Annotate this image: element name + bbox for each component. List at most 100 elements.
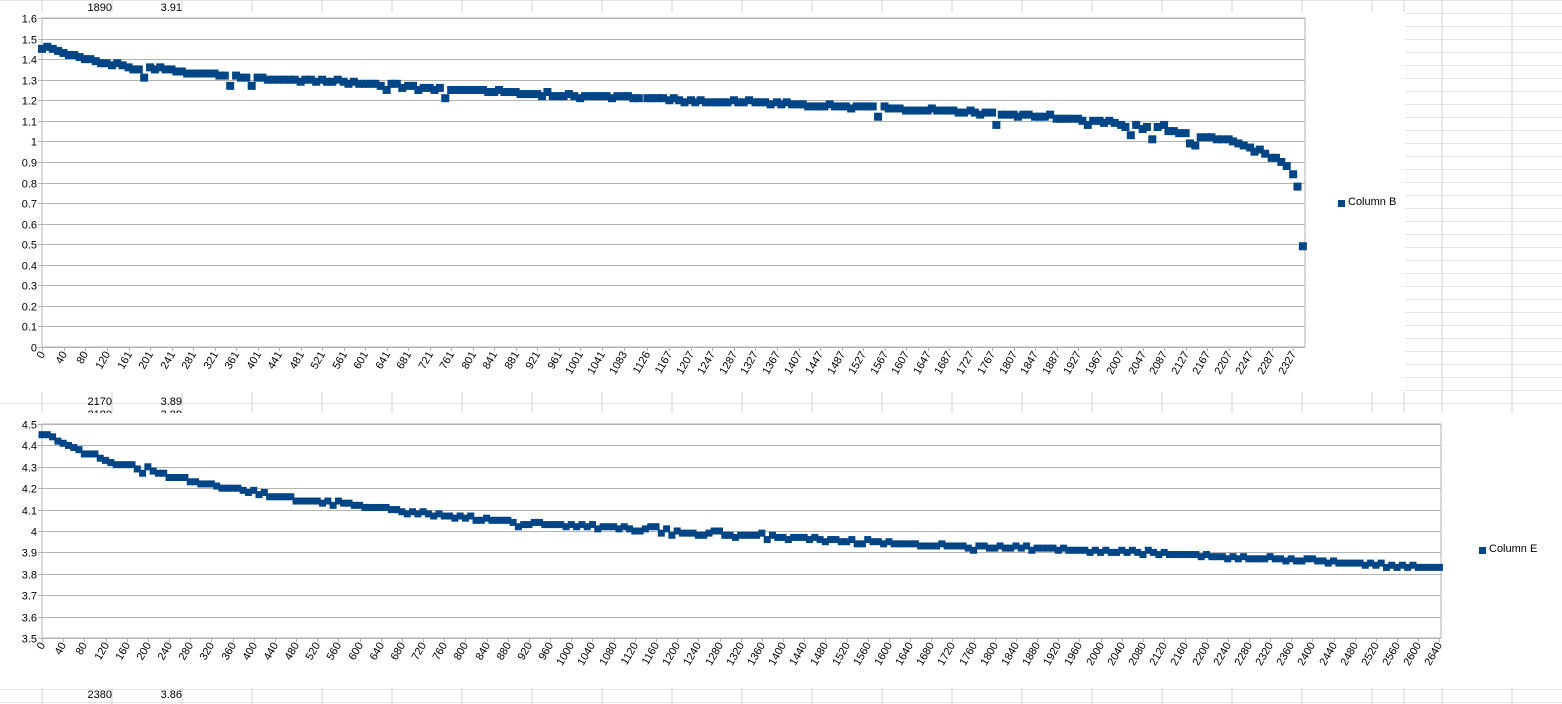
x-tick-label: 2327	[1276, 350, 1299, 377]
data-point	[1155, 551, 1163, 559]
data-point	[975, 542, 983, 550]
x-tick-label: 2160	[1168, 641, 1191, 668]
data-point	[751, 98, 760, 107]
data-point	[484, 88, 493, 97]
data-point	[1049, 544, 1057, 552]
data-point	[949, 106, 958, 115]
cell-b-mid1[interactable]: 3.89	[160, 396, 182, 408]
x-tick-label: 2007	[1104, 350, 1127, 377]
data-point	[710, 527, 718, 535]
x-tick-label: 1041	[585, 350, 608, 377]
data-point	[607, 94, 616, 103]
x-tick-label: 760	[431, 641, 451, 663]
data-point	[825, 100, 834, 109]
x-tick-label: 1800	[978, 641, 1001, 668]
data-point	[554, 92, 563, 101]
x-tick-label: 960	[537, 641, 557, 663]
data-point	[902, 106, 911, 115]
y-tick-label: 4.2	[22, 484, 37, 496]
data-point	[43, 42, 52, 51]
data-point	[538, 92, 547, 101]
data-point	[1282, 162, 1291, 171]
data-point	[874, 538, 882, 546]
data-point	[1086, 548, 1094, 556]
data-point	[189, 69, 198, 78]
data-point	[1052, 114, 1061, 123]
data-point	[107, 459, 115, 467]
data-point	[613, 92, 622, 101]
x-tick-label: 40	[53, 641, 70, 658]
x-tick-label: 2480	[1338, 641, 1361, 668]
data-point	[1192, 551, 1200, 559]
x-tick-label: 1920	[1041, 641, 1064, 668]
cell-a-mid1[interactable]: 2170	[87, 396, 112, 408]
data-point	[663, 525, 671, 533]
data-point	[161, 65, 170, 74]
data-point	[917, 106, 926, 115]
data-point	[160, 469, 168, 477]
data-point	[1121, 122, 1130, 131]
data-point	[425, 83, 434, 92]
x-tick-label: 2287	[1255, 350, 1278, 377]
data-point	[144, 463, 152, 471]
data-point	[938, 106, 947, 115]
data-point	[244, 488, 252, 496]
data-point	[276, 493, 284, 501]
x-tick-label: 720	[410, 641, 430, 663]
data-point	[232, 71, 241, 80]
cell-b-top[interactable]: 3.91	[160, 2, 182, 14]
chart-column-e[interactable]: 3.5 3.6 3.7 3.8 3.9 4 4.1 4.2 4.3 4.4 4.5 0 40 80 120 1…	[0, 413, 1562, 688]
data-point	[398, 83, 407, 92]
data-point	[1019, 110, 1028, 119]
data-point	[451, 514, 459, 522]
data-point	[1420, 563, 1428, 571]
y-tick-label: 3.8	[22, 570, 37, 582]
data-point	[398, 508, 406, 516]
data-point	[340, 499, 348, 507]
data-point	[1324, 559, 1332, 567]
data-point	[657, 529, 665, 537]
data-point	[43, 431, 51, 439]
data-point	[631, 527, 639, 535]
data-point	[1245, 555, 1253, 563]
x-tick-label: 1807	[997, 350, 1020, 377]
data-point	[841, 102, 850, 111]
data-point	[1187, 551, 1195, 559]
data-point	[306, 75, 315, 84]
data-point	[680, 98, 689, 107]
chart-column-b[interactable]: 0 0.1 0.2 0.3 0.4 0.5 0.6 0.7 0.8 0.9 1 1.1 1.2 1.3 1.…	[0, 12, 1405, 392]
x-tick-label: 2600	[1401, 641, 1424, 668]
data-point	[210, 69, 219, 78]
data-point	[1150, 548, 1158, 556]
cell-b-bottom[interactable]: 3.86	[160, 689, 182, 701]
data-point	[742, 531, 750, 539]
data-point	[1282, 557, 1290, 565]
cell-a-top[interactable]: 1890	[87, 2, 112, 14]
data-point	[355, 79, 364, 88]
x-tick-label: 1207	[674, 350, 697, 377]
data-point	[591, 92, 600, 101]
data-point	[620, 523, 628, 531]
data-point	[795, 533, 803, 541]
data-point	[393, 506, 401, 514]
y-tick-label: 1.1	[22, 117, 37, 129]
legend-marker-column-b	[1338, 200, 1345, 207]
data-point	[419, 508, 427, 516]
data-point	[86, 55, 95, 64]
data-point	[285, 75, 294, 84]
x-tick-label: 360	[220, 641, 240, 663]
cell-a-bottom[interactable]: 2380	[87, 689, 112, 701]
data-point	[536, 518, 544, 526]
chart-column-b-canvas: 0 0.1 0.2 0.3 0.4 0.5 0.6 0.7 0.8 0.9 1 1.1 1.2 1.3 1.…	[22, 14, 1307, 377]
x-tick-label: 2440	[1317, 641, 1340, 668]
y-tick-label: 3.6	[22, 613, 37, 625]
data-point	[734, 98, 743, 107]
data-point	[117, 461, 125, 469]
data-point	[483, 514, 491, 522]
data-point	[766, 100, 775, 109]
data-point	[911, 540, 919, 548]
x-tick-label: 601	[352, 350, 372, 372]
data-point	[922, 542, 930, 550]
data-point	[490, 88, 499, 97]
x-tick-label: 801	[460, 350, 480, 372]
